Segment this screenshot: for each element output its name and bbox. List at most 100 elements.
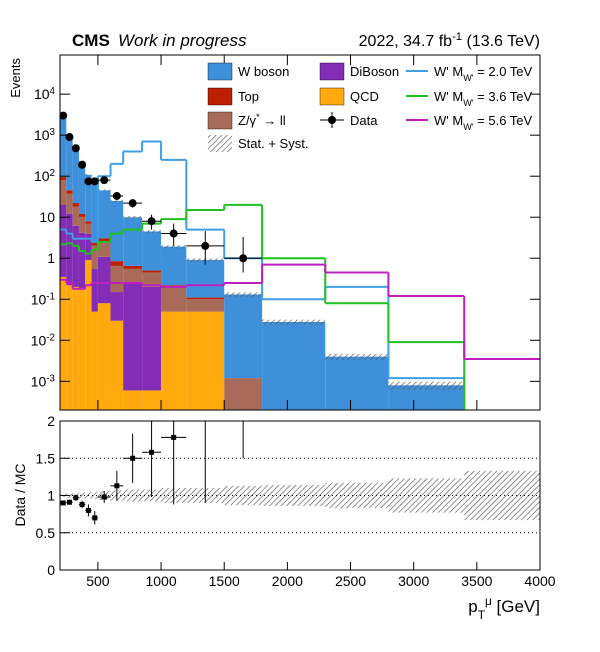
stack-segment xyxy=(66,190,73,194)
ratio-y-tick-label: 2 xyxy=(47,413,55,429)
uncertainty-band xyxy=(85,174,92,176)
uncertainty-band xyxy=(123,215,143,219)
x-tick-label: 1000 xyxy=(145,573,176,589)
data-point xyxy=(239,254,248,263)
uncertainty-band xyxy=(388,381,465,390)
ratio-point xyxy=(60,500,66,506)
stack-segment xyxy=(97,190,111,239)
legend-swatch xyxy=(207,62,233,81)
stack-segment xyxy=(78,288,86,410)
stack-segment xyxy=(186,297,225,300)
ratio-y-tick-label: 1.5 xyxy=(36,450,56,466)
uncertainty-band xyxy=(110,199,124,203)
ratio-y-tick-label: 1 xyxy=(47,488,55,504)
stack-segment xyxy=(85,174,92,222)
stack-segment xyxy=(60,276,67,410)
stack-segment xyxy=(123,217,143,266)
legend-swatch xyxy=(207,87,233,106)
legend-marker xyxy=(328,116,336,124)
stack-segment xyxy=(78,161,86,214)
stack-segment xyxy=(66,135,73,191)
stack-segment xyxy=(66,193,73,214)
legend-label: Top xyxy=(238,89,259,104)
chart-title: CMS xyxy=(72,31,110,50)
uncertainty-band xyxy=(142,230,162,233)
ratio-point xyxy=(114,483,120,489)
ratio-point xyxy=(85,507,91,513)
stack-segment xyxy=(72,203,79,207)
stack-segment xyxy=(66,285,73,410)
stack-segment xyxy=(97,241,111,257)
ratio-uncertainty-band xyxy=(91,491,98,500)
stack-segment xyxy=(110,261,124,266)
stack-segment xyxy=(97,303,111,410)
data-point xyxy=(169,229,178,238)
y-tick-label: 10-3 xyxy=(31,373,56,390)
data-point xyxy=(128,199,137,208)
legend-swatch xyxy=(319,87,345,106)
stack-segment xyxy=(142,390,162,410)
stack-segment xyxy=(123,282,143,391)
x-tick-label: 3500 xyxy=(461,573,492,589)
y-tick-label: 10-2 xyxy=(31,332,55,349)
uncertainty-band xyxy=(262,319,326,325)
stack-segment xyxy=(186,259,225,298)
x-tick-label: 2000 xyxy=(272,573,303,589)
ratio-point xyxy=(79,501,85,507)
stack-segment xyxy=(110,292,124,321)
legend-label: Data xyxy=(350,113,378,128)
stack-segment xyxy=(91,268,98,312)
y-tick-label: 1 xyxy=(47,250,55,266)
stack-segment xyxy=(66,213,73,286)
stack-segment xyxy=(60,180,67,205)
stack-segment xyxy=(85,221,92,224)
uncertainty-band xyxy=(161,244,187,249)
stack-segment xyxy=(142,231,162,271)
stack-segment xyxy=(60,177,67,181)
stack-segment xyxy=(161,246,187,286)
legend-label: W boson xyxy=(238,64,289,79)
stack-segment xyxy=(186,299,225,312)
stack-segment xyxy=(78,213,86,217)
data-point xyxy=(90,177,99,186)
stack-segment xyxy=(142,272,162,287)
data-point xyxy=(78,160,87,169)
ratio-point xyxy=(101,494,107,500)
ratio-y-axis-label: Data / MC xyxy=(12,463,28,526)
legend-swatch xyxy=(207,111,233,130)
y-axis-label: Events xyxy=(8,58,23,98)
stack-segment xyxy=(85,223,92,235)
stack-segment xyxy=(186,311,225,410)
data-point xyxy=(60,111,68,120)
stack-segment xyxy=(60,204,67,277)
lumi-text: 2022, 34.7 fb-1 (13.6 TeV) xyxy=(359,31,540,50)
stack-segment xyxy=(110,265,124,293)
data-point xyxy=(147,217,156,226)
stack-segment xyxy=(72,147,79,204)
ratio-uncertainty-band xyxy=(78,492,86,499)
plot-frame xyxy=(59,54,541,411)
x-tick-label: 4000 xyxy=(524,573,555,589)
ratio-point xyxy=(92,515,98,521)
data-point xyxy=(112,191,121,200)
plot-area xyxy=(60,111,540,410)
ratio-point xyxy=(149,449,155,455)
legend-swatch xyxy=(208,135,232,152)
ratio-frame xyxy=(59,420,541,571)
stack-segment xyxy=(91,180,98,242)
ratio-uncertainty-band xyxy=(262,485,326,506)
legend-label: DiBoson xyxy=(350,64,399,79)
ratio-uncertainty-band xyxy=(224,485,263,506)
stack-segment xyxy=(78,232,86,289)
uncertainty-band xyxy=(97,189,111,192)
stack-segment xyxy=(60,113,67,178)
stack-segment xyxy=(85,260,92,410)
y-tick-label: 10-1 xyxy=(31,291,55,308)
ratio-point xyxy=(66,499,72,505)
ratio-uncertainty-band xyxy=(388,478,465,513)
stack-segment xyxy=(262,321,326,410)
stack-segment xyxy=(142,286,162,391)
x-tick-label: 2500 xyxy=(335,573,366,589)
